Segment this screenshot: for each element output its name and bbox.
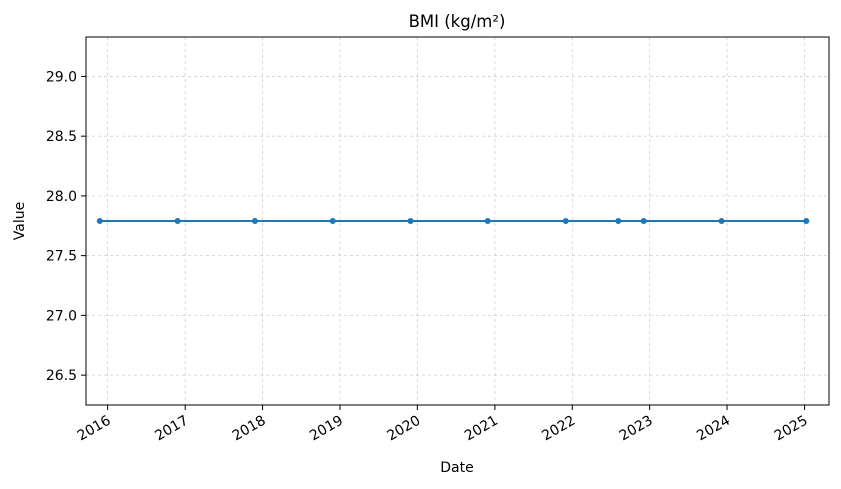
y-tick-label: 26.5 [46, 368, 77, 384]
data-point [640, 218, 647, 224]
data-point [562, 218, 569, 224]
data-point [96, 218, 103, 224]
y-tick-label: 28.0 [46, 189, 77, 205]
data-point [803, 218, 810, 224]
data-point [718, 218, 725, 224]
data-point [329, 218, 336, 224]
y-tick-label: 27.0 [46, 308, 77, 324]
y-axis: 26.5 27.0 27.5 28.0 28.5 29.0 [46, 69, 86, 384]
data-point [174, 218, 181, 224]
y-tick-label: 29.0 [46, 69, 77, 85]
x-axis-title: Date [440, 460, 473, 476]
plot-frame [85, 36, 830, 406]
grid-lines [86, 37, 829, 405]
series-layer [96, 218, 810, 224]
y-axis-title: Value [12, 202, 28, 240]
y-tick-label: 27.5 [46, 249, 77, 265]
data-point [615, 218, 622, 224]
data-point [407, 218, 414, 224]
data-point [251, 218, 258, 224]
data-point [484, 218, 491, 224]
chart-title: BMI (kg/m²) [409, 12, 506, 31]
y-tick-label: 28.5 [46, 129, 77, 145]
